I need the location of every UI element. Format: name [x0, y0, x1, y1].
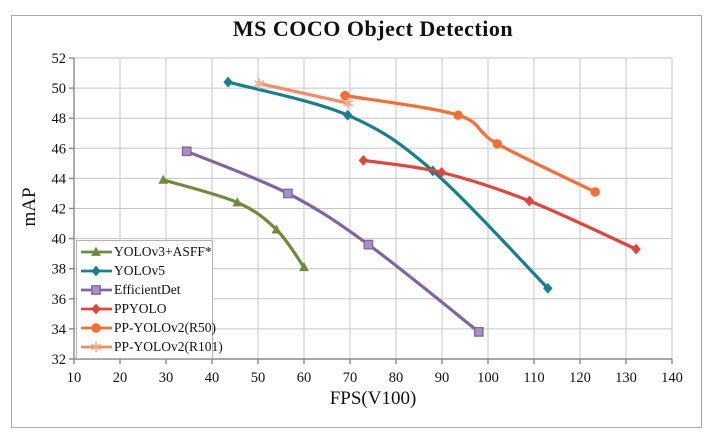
x-tick-label: 80 — [389, 370, 404, 386]
series-line-PP-YOLOv2(R101) — [257, 81, 350, 105]
marker-square-icon — [181, 146, 192, 157]
x-tick-label: 120 — [569, 370, 591, 386]
marker-diamond-icon — [543, 282, 553, 294]
series-line-YOLOv3+ASFF* — [161, 178, 306, 269]
series-line-PPYOLO — [361, 158, 638, 251]
marker-square-icon — [91, 285, 101, 295]
marker-circle-icon — [453, 110, 463, 120]
marker-diamond-icon — [436, 166, 447, 178]
x-axis-label: FPS(V100) — [329, 388, 417, 409]
marker-diamond-icon — [91, 265, 101, 277]
legend: YOLOv3+ASFF* YOLOv5 EfficientDet PPYOLO … — [76, 240, 223, 359]
y-tick-label: 40 — [52, 232, 67, 248]
series-line-YOLOv5 — [226, 80, 550, 290]
legend-item: EfficientDet — [80, 281, 212, 299]
y-tick-label: 52 — [52, 51, 67, 67]
marker-circle-icon — [340, 90, 350, 101]
marker-diamond-icon — [343, 109, 353, 121]
x-tick-label: 140 — [661, 370, 683, 386]
legend-item: YOLOv3+ASFF* — [80, 243, 212, 261]
legend-item: PP-YOLOv2(R50) — [80, 319, 216, 337]
x-tick-label: 40 — [205, 370, 220, 386]
marker-square-icon — [473, 327, 484, 337]
legend-item: PP-YOLOv2(R101) — [80, 338, 223, 356]
marker-star-icon — [343, 97, 354, 109]
marker-circle-icon — [590, 187, 600, 197]
marker-circle-icon — [91, 323, 101, 333]
x-tick-label: 30 — [159, 370, 174, 386]
marker-diamond-icon — [631, 243, 641, 255]
marker-diamond-icon — [223, 76, 233, 88]
marker-star-icon — [254, 78, 265, 89]
marker-square-icon — [363, 239, 374, 250]
legend-item: PPYOLO — [80, 300, 212, 318]
y-tick-label: 34 — [52, 322, 67, 338]
marker-star-icon — [90, 342, 102, 353]
legend-marker-star-icon — [81, 342, 112, 353]
x-tick-label: 110 — [523, 370, 544, 386]
marker-triangle-icon — [299, 261, 309, 272]
x-tick-label: 70 — [343, 370, 358, 386]
legend-item-label: PPYOLO — [114, 301, 167, 317]
x-tick-label: 20 — [113, 370, 128, 386]
legend-item-label: EfficientDet — [114, 281, 181, 297]
marker-diamond-icon — [91, 303, 101, 315]
y-tick-label: 48 — [52, 111, 67, 127]
legend-item: YOLOv5 — [80, 262, 212, 280]
y-tick-label: 42 — [52, 202, 67, 218]
series-line-EfficientDet — [185, 149, 481, 334]
x-tick-label: 90 — [435, 370, 450, 386]
x-tick-label: 60 — [297, 370, 312, 386]
y-tick-label: 46 — [52, 141, 67, 157]
legend-item-label: YOLOv3+ASFF* — [114, 243, 212, 259]
series-line-PP-YOLOv2(R50) — [343, 94, 597, 194]
marker-diamond-icon — [358, 154, 369, 166]
legend-marker-square-icon — [81, 285, 112, 295]
y-tick-label: 32 — [52, 352, 67, 368]
x-tick-label: 100 — [477, 370, 499, 386]
marker-diamond-icon — [524, 195, 535, 207]
legend-marker-diamond-icon — [81, 265, 112, 277]
chart-title: MS COCO Object Detection — [232, 16, 514, 41]
legend-marker-circle-icon — [81, 323, 112, 333]
y-tick-label: 36 — [52, 292, 67, 308]
marker-triangle-icon — [158, 174, 169, 184]
y-tick-label: 44 — [52, 171, 67, 187]
legend-marker-diamond-icon — [81, 303, 112, 315]
legend-item-label: PP-YOLOv2(R101) — [114, 339, 223, 355]
x-tick-label: 50 — [251, 370, 266, 386]
legend-item-label: PP-YOLOv2(R50) — [114, 320, 217, 336]
y-axis-label: mAP — [19, 187, 40, 227]
marker-triangle-icon — [271, 224, 282, 234]
x-tick-label: 10 — [67, 370, 82, 386]
x-tick-label: 130 — [615, 370, 637, 386]
y-tick-label: 50 — [52, 81, 67, 97]
legend-marker-triangle-icon — [81, 246, 112, 256]
y-tick-label: 38 — [52, 262, 67, 278]
legend-item-label: YOLOv5 — [114, 262, 165, 278]
marker-triangle-icon — [91, 246, 101, 256]
marker-triangle-icon — [232, 197, 243, 207]
marker-square-icon — [283, 188, 293, 199]
marker-circle-icon — [492, 139, 502, 149]
